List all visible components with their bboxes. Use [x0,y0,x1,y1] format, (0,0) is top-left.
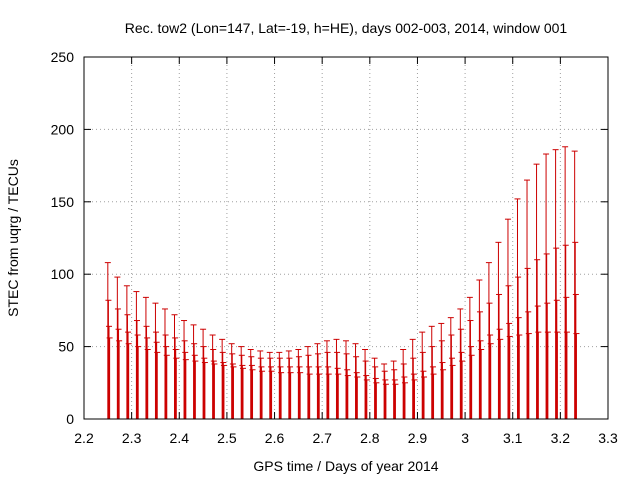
x-tick-label: 2.2 [74,430,94,446]
series-2 [105,241,579,419]
plot-frame [83,56,609,420]
x-tick-label: 3.2 [551,430,571,446]
x-tick-label: 2.7 [312,430,332,446]
y-tick-label: 100 [51,266,75,282]
x-tick-label: 2.5 [217,430,237,446]
y-tick-label: 50 [58,339,74,355]
y-tick-label: 250 [51,49,75,65]
x-tick-label: 2.3 [122,430,142,446]
chart-title: Rec. tow2 (Lon=147, Lat=-19, h=HE), days… [125,20,568,36]
grid-lines [84,57,608,419]
series-4 [106,331,580,419]
y-tick-label: 0 [66,411,74,427]
x-tick-label: 3 [461,430,469,446]
series-3 [106,293,579,419]
x-tick-label: 3.1 [503,430,523,446]
x-tick-label: 2.6 [265,430,285,446]
x-axis-label: GPS time / Days of year 2014 [253,458,438,474]
y-tick-label: 150 [51,194,75,210]
x-tick-label: 2.8 [360,430,380,446]
y-axis-label: STEC from uqrg / TECUs [5,159,21,317]
x-tick-label: 2.9 [408,430,428,446]
x-tick-label: 3.3 [598,430,618,446]
axis-ticks: 2.2 2.3 2.4 2.5 2.6 2.7 2.8 2.9 3 3.1 3.2 3.3 0 50 100… [51,49,618,446]
data-series [104,146,580,419]
y-tick-label: 200 [51,121,75,137]
x-tick-label: 2.4 [170,430,190,446]
series-1 [104,146,578,419]
